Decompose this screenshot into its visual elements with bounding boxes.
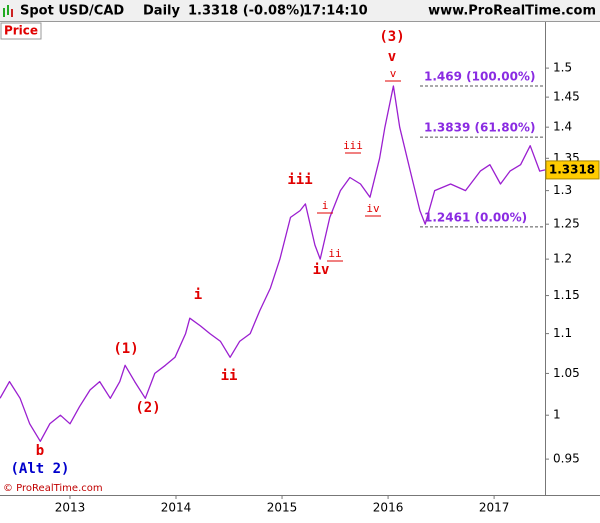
x-tick-label: 2017 — [479, 501, 510, 515]
x-tick-label: 2013 — [55, 501, 86, 515]
period: Daily — [143, 4, 180, 19]
y-tick-label: 1.2 — [553, 252, 572, 266]
wave-label: (2) — [135, 400, 160, 416]
symbol: Spot USD/CAD — [20, 4, 124, 19]
wave-label: (3) — [379, 29, 404, 45]
y-tick-label: 1.3 — [553, 183, 572, 197]
wave-label: ii — [221, 368, 238, 384]
wave-label: iv — [313, 262, 330, 278]
x-tick-label: 2016 — [373, 501, 404, 515]
wave-label: i — [322, 199, 329, 212]
wave-label: iii — [287, 172, 312, 188]
wave-label: v — [390, 67, 397, 80]
y-tick-label: 1.05 — [553, 366, 580, 380]
site: www.ProRealTime.com — [428, 4, 596, 19]
y-tick-label: 1.5 — [553, 61, 572, 75]
price-line — [0, 85, 546, 442]
wave-label: iii — [343, 139, 363, 152]
panel-label-box — [0, 22, 42, 40]
wave-label: b — [36, 443, 44, 459]
x-tick-label: 2015 — [267, 501, 298, 515]
fib-label: 1.469 (100.00%) — [424, 69, 535, 83]
fib-label: 1.2461 (0.00%) — [424, 210, 527, 224]
quote: 1.3318 (-0.08%) — [188, 4, 305, 19]
y-tick-label: 1.1 — [553, 326, 572, 340]
header-bar — [0, 0, 600, 21]
fib-label: 1.3839 (61.80%) — [424, 121, 535, 135]
time: 17:14:10 — [303, 4, 368, 19]
y-tick-label: 1.4 — [553, 120, 572, 134]
y-tick-label: 1.25 — [553, 217, 580, 231]
copyright: © ProRealTime.com — [3, 483, 103, 494]
y-tick-label: 1 — [553, 408, 561, 422]
wave-label: v — [388, 49, 396, 65]
wave-label: (1) — [113, 341, 138, 357]
y-tick-label: 1.45 — [553, 90, 580, 104]
wave-label: ii — [328, 247, 341, 260]
last-price-box — [545, 160, 600, 180]
header-icon — [3, 5, 13, 17]
y-tick-label: 1.15 — [553, 288, 580, 302]
wave-label: (Alt 2) — [10, 461, 69, 477]
wave-label: i — [194, 287, 202, 303]
x-tick-label: 2014 — [161, 501, 192, 515]
wave-label: iv — [366, 202, 380, 215]
last-price-label: 1.3318 — [549, 162, 595, 176]
y-tick-label: 0.95 — [553, 452, 580, 466]
panel-label: Price — [4, 24, 38, 38]
